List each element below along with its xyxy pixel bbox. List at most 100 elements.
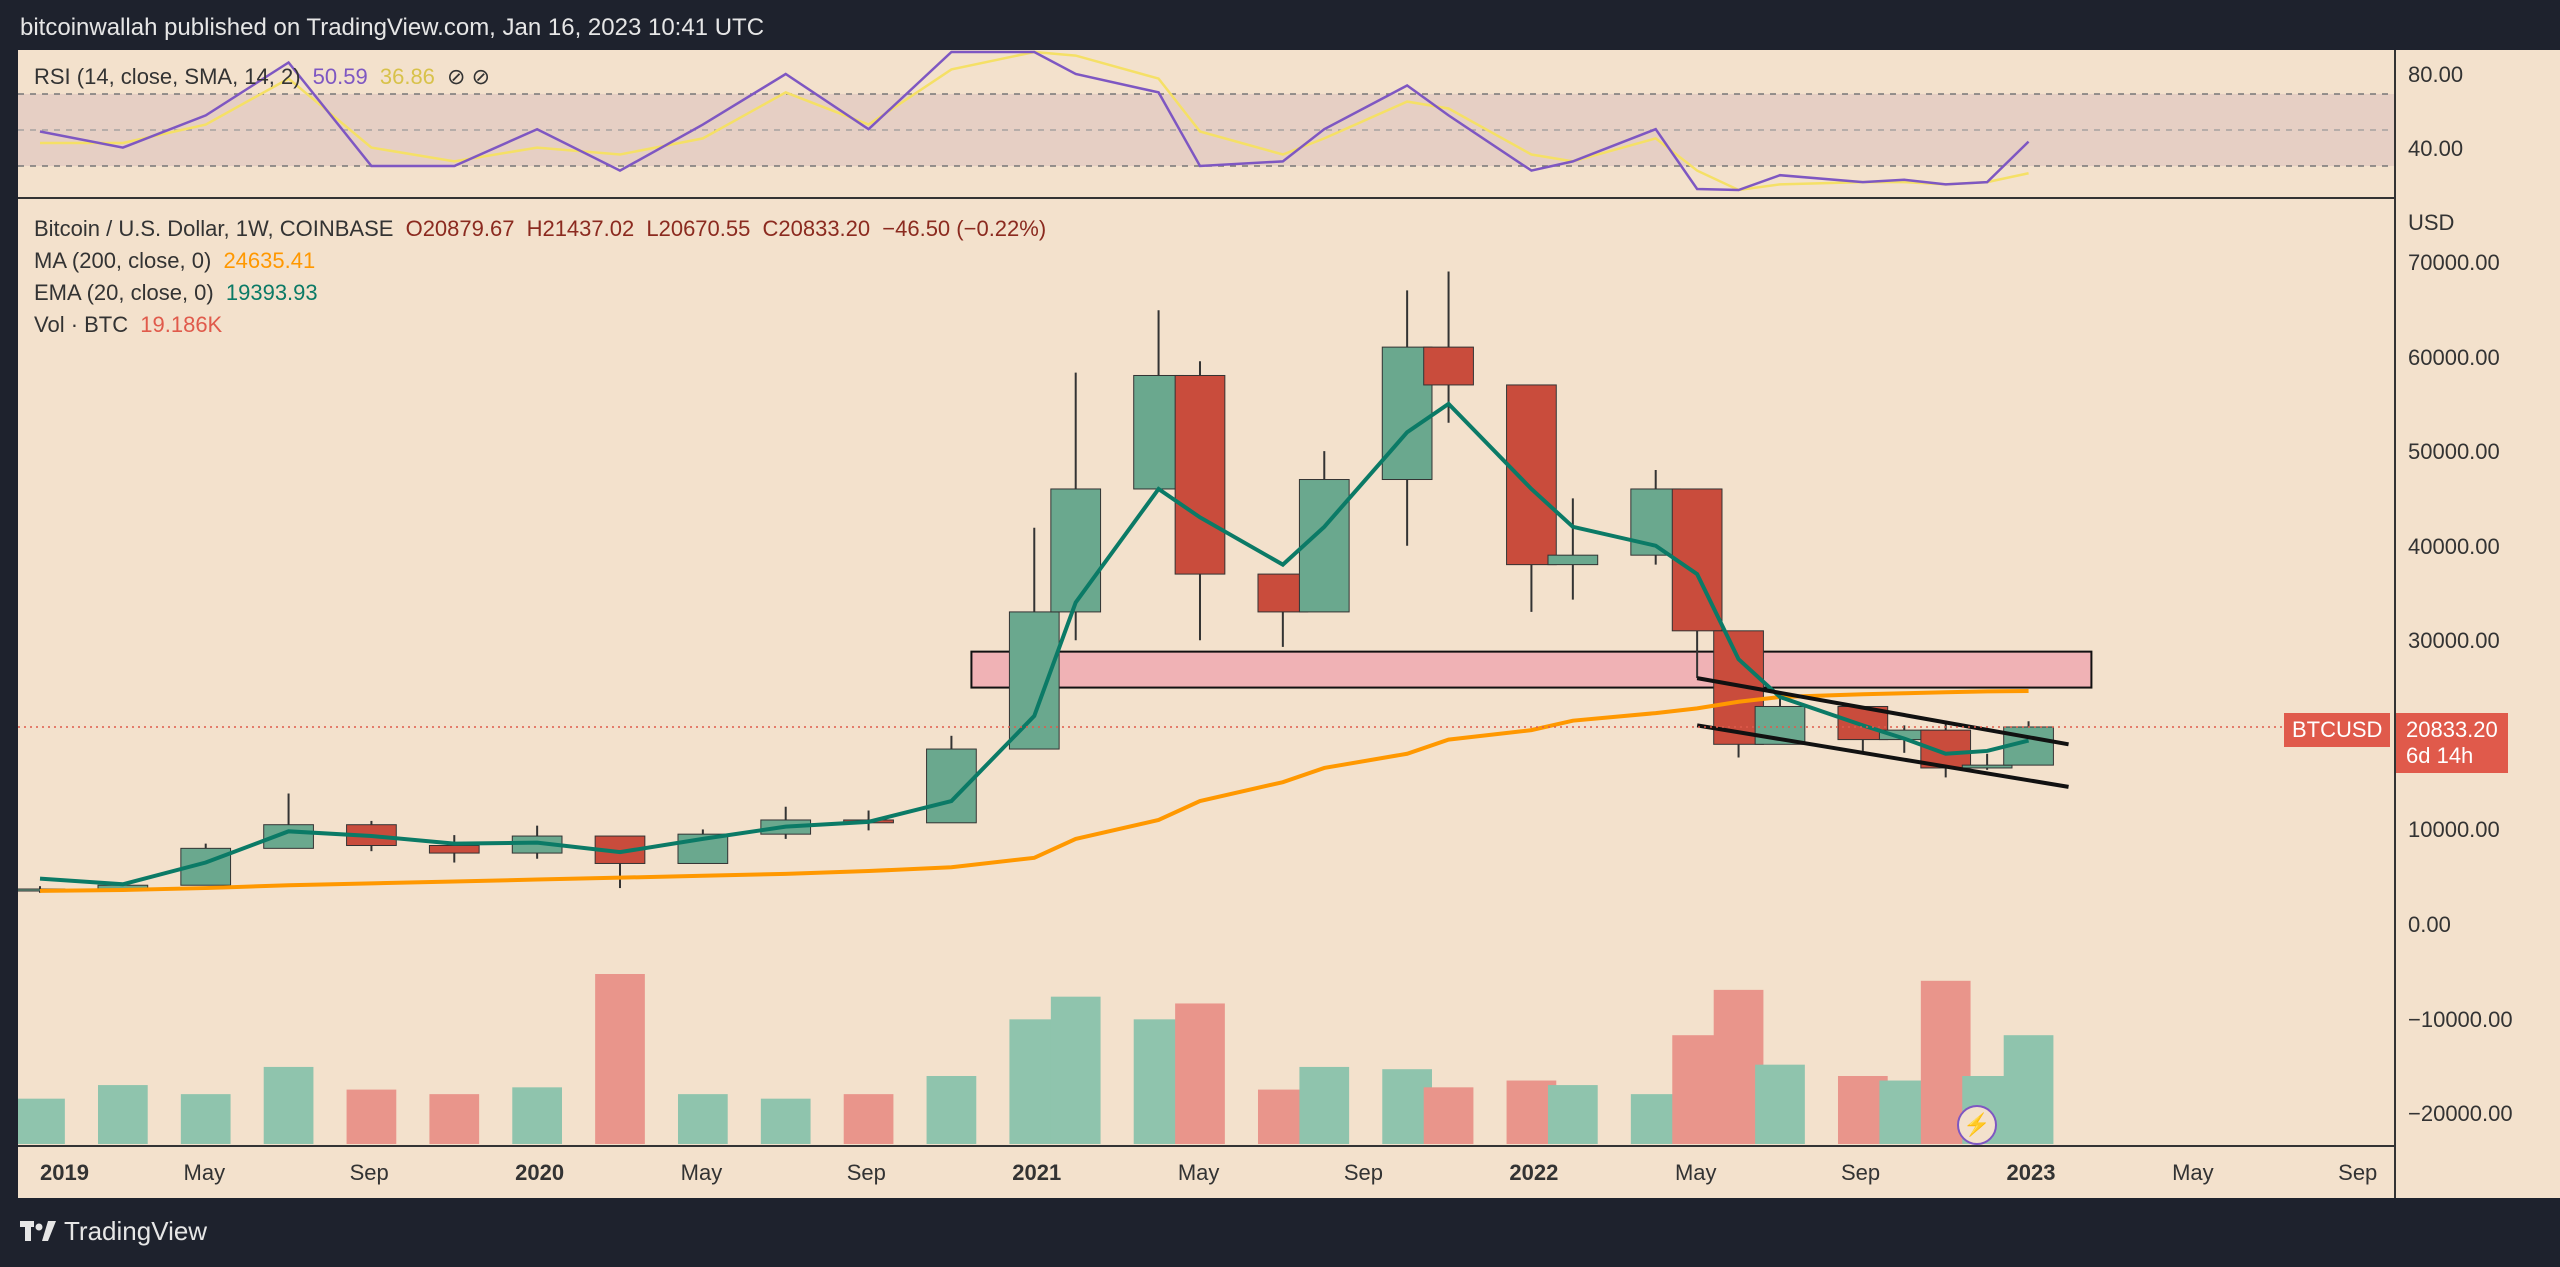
rsi-axis-tick: 80.00 bbox=[2408, 62, 2464, 87]
header-text: bitcoinwallah published on TradingView.c… bbox=[20, 14, 765, 41]
candle-body bbox=[1008, 611, 1060, 750]
rsi-legend: RSI (14, close, SMA, 14, 2) 50.59 36.86 … bbox=[34, 64, 496, 90]
candle-layer bbox=[14, 271, 2054, 893]
volume-bar bbox=[926, 1076, 977, 1144]
ema-legend: EMA (20, close, 0) 19393.93 bbox=[34, 280, 324, 306]
symbol-label: Bitcoin / U.S. Dollar, 1W, COINBASE bbox=[34, 216, 394, 241]
line-layer bbox=[39, 401, 2069, 893]
xaxis-label: May bbox=[1177, 1160, 1220, 1185]
price-axis-tick: 40000.00 bbox=[2408, 533, 2500, 559]
volume-bar bbox=[512, 1087, 562, 1144]
xaxis-label: Sep bbox=[1343, 1160, 1384, 1185]
xaxis-label: Sep bbox=[2338, 1160, 2378, 1185]
change-value: −46.50 (−0.22%) bbox=[882, 216, 1047, 241]
xaxis-label: May bbox=[2172, 1160, 2214, 1185]
open-value: O20879.67 bbox=[405, 216, 515, 241]
high-value: H21437.02 bbox=[526, 216, 635, 241]
price-axis-tick: 0.00 bbox=[2408, 912, 2451, 937]
price-axis-tick: 10000.00 bbox=[2408, 817, 2500, 843]
candle-body bbox=[1050, 488, 1102, 613]
volume-bar bbox=[97, 1085, 148, 1144]
candle-body bbox=[1547, 554, 1599, 566]
rsi-sma-line bbox=[40, 50, 2029, 192]
footer-logo[interactable]: TradingView bbox=[20, 1216, 207, 1247]
price-axis-tick: 60000.00 bbox=[2408, 344, 2500, 370]
volume-layer bbox=[15, 974, 2054, 1144]
volume-bar bbox=[429, 1094, 480, 1144]
chart-area[interactable]: RSI (14, close, SMA, 14, 2) 50.59 36.86 … bbox=[14, 50, 2394, 1198]
volume-bar bbox=[595, 974, 645, 1144]
volume-bar bbox=[843, 1094, 894, 1144]
xaxis-label: 2022 bbox=[1509, 1160, 1559, 1185]
volume-bar bbox=[1423, 1087, 1474, 1144]
rsi-band bbox=[18, 93, 2394, 167]
vol-value: 19.186K bbox=[140, 312, 223, 337]
series-tag: BTCUSD bbox=[2284, 712, 2391, 747]
volume-bar bbox=[677, 1094, 728, 1144]
volume-bar bbox=[1547, 1085, 1598, 1144]
volume-bar bbox=[1175, 1003, 1225, 1144]
ema-label: EMA (20, close, 0) bbox=[34, 280, 214, 305]
xaxis-label: 2019 bbox=[40, 1160, 89, 1185]
xaxis-label: 2020 bbox=[515, 1160, 565, 1185]
price-axis[interactable] bbox=[2394, 50, 2560, 1198]
volume-bar bbox=[15, 1098, 65, 1144]
xaxis-label: May bbox=[183, 1160, 226, 1185]
ma-legend: MA (200, close, 0) 24635.41 bbox=[34, 248, 321, 274]
price-legend: Bitcoin / U.S. Dollar, 1W, COINBASE O208… bbox=[34, 216, 1052, 242]
xaxis-label: Sep bbox=[846, 1160, 886, 1185]
price-axis-tick: −10000.00 bbox=[2408, 1006, 2513, 1032]
price-axis-tick: 30000.00 bbox=[2408, 628, 2500, 654]
rsi-legend-label: RSI (14, close, SMA, 14, 2) bbox=[34, 64, 301, 89]
price-axis-unit: USD bbox=[2408, 210, 2455, 235]
lightning-icon[interactable]: ⚡ bbox=[1957, 1105, 1997, 1145]
channel-lower-line bbox=[1696, 723, 2069, 789]
volume-bar bbox=[1299, 1066, 1350, 1144]
low-value: L20670.55 bbox=[646, 216, 751, 241]
rsi-value: 50.59 bbox=[312, 64, 368, 89]
channel-upper-line bbox=[1696, 676, 2069, 747]
xaxis-label: 2021 bbox=[1012, 1160, 1062, 1185]
price-tag: 20833.20 6d 14h bbox=[2396, 712, 2508, 773]
volume-bar bbox=[1755, 1064, 1805, 1144]
xaxis-label: Sep bbox=[349, 1160, 389, 1185]
xaxis-label: 2023 bbox=[2006, 1160, 2056, 1185]
support-zone bbox=[970, 650, 2093, 689]
chart-svg[interactable] bbox=[14, 50, 2394, 1198]
volume-bar bbox=[2003, 1035, 2054, 1144]
ma-label: MA (200, close, 0) bbox=[34, 248, 212, 273]
volume-bar bbox=[180, 1094, 231, 1144]
close-value: C20833.20 bbox=[762, 216, 871, 241]
vol-label: Vol · BTC bbox=[34, 312, 129, 337]
ema-value: 19393.93 bbox=[225, 280, 318, 305]
volume-bar bbox=[1050, 996, 1101, 1144]
candle-body bbox=[1506, 384, 1557, 566]
candle-body bbox=[1174, 374, 1226, 575]
price-axis-tick: −20000.00 bbox=[2408, 1101, 2513, 1127]
price-axis-tick: 50000.00 bbox=[2408, 439, 2500, 465]
price-tag-countdown: 6d 14h bbox=[2406, 742, 2474, 768]
rsi-layer bbox=[39, 50, 2030, 192]
volume-bar bbox=[760, 1098, 811, 1144]
candle-body bbox=[1298, 479, 1350, 613]
xaxis-label: May bbox=[680, 1160, 723, 1185]
rsi-line bbox=[39, 50, 2030, 192]
candle-body bbox=[677, 833, 729, 864]
rsi-sma-value: 36.86 bbox=[379, 64, 435, 89]
vol-legend: Vol · BTC 19.186K bbox=[34, 312, 228, 338]
footer-brand: TradingView bbox=[64, 1216, 208, 1246]
candle-body bbox=[1961, 764, 2013, 769]
price-axis-tick: 70000.00 bbox=[2408, 250, 2500, 275]
price-tag-value: 20833.20 bbox=[2406, 716, 2498, 742]
volume-bar bbox=[263, 1066, 314, 1144]
rsi-extra-icons: ⊘ ⊘ bbox=[447, 64, 491, 89]
rsi-axis-tick: 40.00 bbox=[2408, 136, 2464, 161]
xaxis-label: May bbox=[1674, 1160, 1717, 1185]
volume-bar bbox=[346, 1089, 397, 1144]
xaxis-label: Sep bbox=[1841, 1160, 1881, 1185]
zone-layer bbox=[970, 650, 2093, 689]
candle-body bbox=[428, 845, 480, 854]
candle-body bbox=[1423, 346, 1474, 386]
ma-value: 24635.41 bbox=[223, 248, 316, 273]
ema20-line bbox=[39, 401, 2030, 887]
